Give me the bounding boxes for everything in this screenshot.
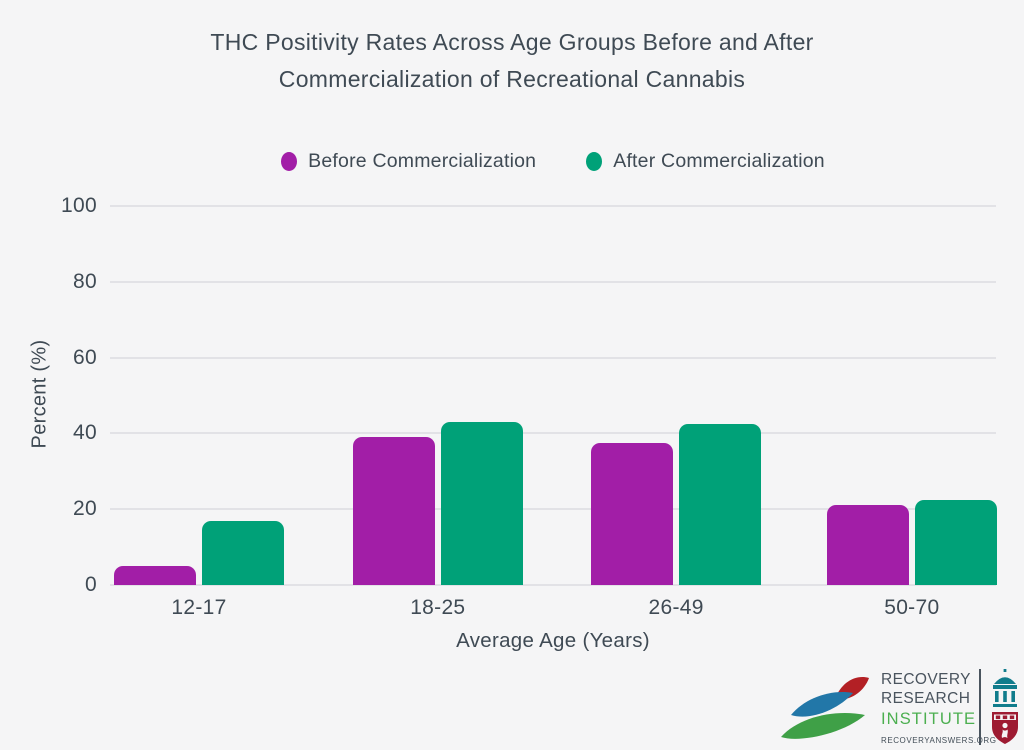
gridline-40 [110,432,996,435]
gridline-0 [110,584,996,586]
bar-after-18-25 [440,422,523,585]
chart-title: THC Positivity Rates Across Age Groups B… [210,29,814,92]
legend-item-1: After Commercialization [586,150,825,173]
y-tick-label-60: 60 [73,345,97,369]
logo-recovery: RECOVERY [881,670,971,688]
bar-before-18-25 [352,437,435,585]
bar-group-50-70: 50-70 [826,206,997,619]
rri-leaves-icon [781,677,869,739]
y-tick-labels: 0 20 40 60 80 100 [0,194,97,596]
legend-item-0: Before Commercialization [281,150,536,173]
shield-icon [992,712,1018,744]
bar-before-12-17 [114,566,197,585]
building-icon [993,669,1017,707]
legend-label: Before Commercialization [308,150,537,172]
x-tick-label-26-49: 26-49 [648,596,704,619]
y-tick-label-0: 0 [85,573,97,596]
x-tick-label-18-25: 18-25 [410,596,466,619]
legend-swatch-icon [586,152,603,171]
y-tick-label-20: 20 [73,497,97,521]
gridline-20 [110,508,996,511]
logo-url: RECOVERYANSWERS.ORG [881,735,997,745]
bar-after-26-49 [679,423,762,585]
bar-group-12-17: 12-17 [114,206,285,619]
y-tick-label-80: 80 [73,269,97,293]
y-tick-label-40: 40 [73,421,97,445]
bar-after-12-17 [202,520,285,585]
bar-after-50-70 [914,499,997,585]
logo-research: RESEARCH [881,690,971,707]
y-tick-label-100: 100 [61,194,97,217]
bar-before-50-70 [826,505,909,585]
bar-group-26-49: 26-49 [591,206,762,619]
rri-logo-text: RECOVERY RESEARCH INSTITUTE RECOVERYANSW… [881,670,997,745]
gridline-60 [110,356,996,359]
gridline-80 [110,280,996,283]
bar-group-18-25: 18-25 [352,206,523,619]
x-tick-label-12-17: 12-17 [171,596,227,619]
plot-area: 12-17 18-25 26-49 50-70 [110,205,997,619]
x-axis-title: Average Age (Years) [456,629,650,652]
legend: Before Commercialization After Commercial… [110,150,996,173]
gridline-100 [110,205,996,207]
logo-affiliate-icons [991,669,1019,745]
logo-divider [979,669,981,745]
rri-logo: RECOVERY RESEARCH INSTITUTE RECOVERYANSW… [779,669,1019,745]
logo-institute: INSTITUTE [881,709,977,728]
legend-swatch-icon [281,152,298,171]
x-tick-label-50-70: 50-70 [884,596,940,619]
legend-label: After Commercialization [613,150,825,172]
bar-before-26-49 [591,442,674,585]
